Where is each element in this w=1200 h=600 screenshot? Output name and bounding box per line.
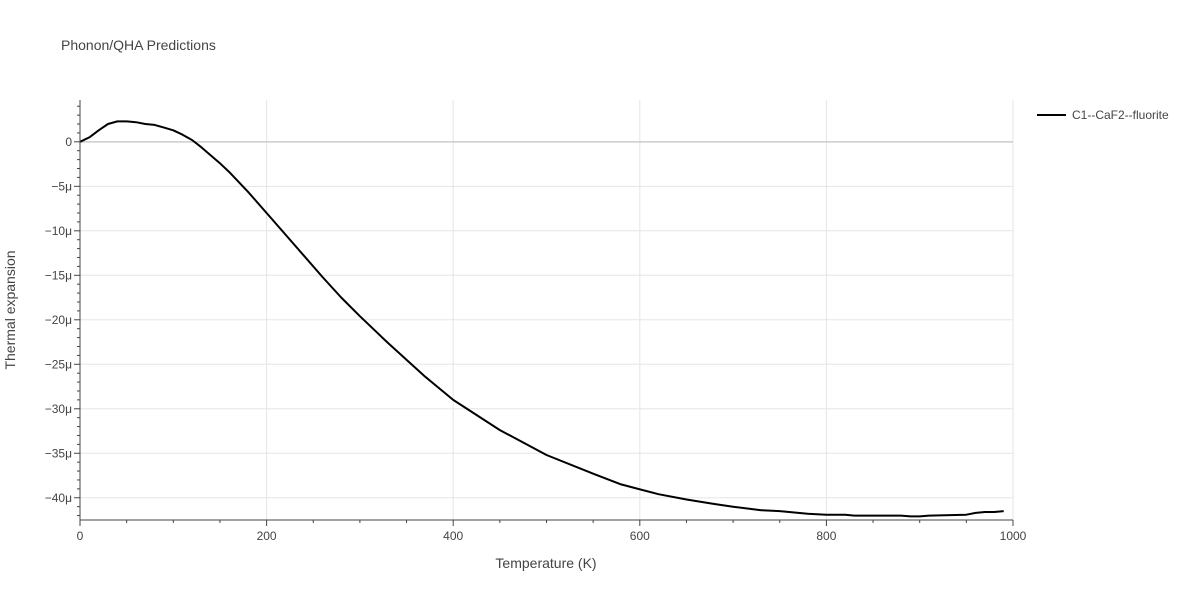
y-axis-label: Thermal expansion xyxy=(2,250,18,369)
legend[interactable]: C1--CaF2--fluorite xyxy=(1037,108,1169,122)
chart-title: Phonon/QHA Predictions xyxy=(61,37,216,53)
x-tick-label: 200 xyxy=(257,529,277,543)
y-tick-label: −35μ xyxy=(45,446,72,460)
x-tick-label: 800 xyxy=(816,529,836,543)
x-tick-label: 600 xyxy=(630,529,650,543)
x-tick-label: 400 xyxy=(443,529,463,543)
legend-item-label: C1--CaF2--fluorite xyxy=(1072,108,1169,122)
y-tick-label: −10μ xyxy=(45,224,72,238)
grid-lines xyxy=(80,100,1014,520)
series-line xyxy=(79,120,1004,518)
y-tick-label: −15μ xyxy=(45,268,72,282)
x-tick-label: 1000 xyxy=(1000,529,1027,543)
x-axis: 0 200 400 600 800 1000 xyxy=(77,519,1027,543)
y-tick-label: −20μ xyxy=(45,313,72,327)
x-tick-label: 0 xyxy=(77,529,84,543)
y-tick-label: −30μ xyxy=(45,402,72,416)
y-axis: 0 −5μ −10μ −15μ −20μ −25μ −30μ −35μ −40μ xyxy=(45,100,81,520)
y-tick-label: −25μ xyxy=(45,357,72,371)
series-lines xyxy=(79,120,1004,518)
y-tick-label: −5μ xyxy=(51,179,72,193)
x-axis-label: Temperature (K) xyxy=(495,555,596,571)
y-tick-label: 0 xyxy=(65,135,72,149)
y-tick-label: −40μ xyxy=(45,491,72,505)
